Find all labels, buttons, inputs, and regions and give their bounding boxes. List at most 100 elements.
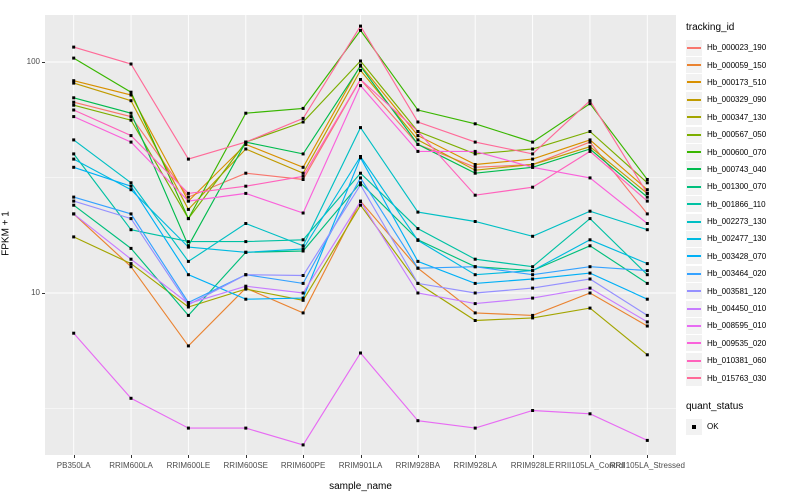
data-point-marker	[72, 56, 76, 60]
data-point-marker	[301, 116, 305, 120]
x-tick-label-RRIM600SE: RRIM600SE	[223, 461, 268, 470]
data-point-marker	[645, 199, 649, 203]
legend-key-swatch	[686, 74, 702, 91]
y-tick-mark	[42, 293, 45, 294]
data-point-marker	[186, 199, 190, 203]
x-tick-mark	[417, 455, 419, 458]
x-tick-label-RRIM600LA: RRIM600LA	[109, 461, 153, 470]
x-tick-mark	[532, 455, 534, 458]
data-point-marker	[301, 443, 305, 447]
data-point-marker	[473, 168, 477, 172]
data-point-marker	[129, 115, 133, 119]
plot-canvas	[45, 15, 676, 455]
legend-key-swatch	[686, 213, 702, 230]
y-tick-mark	[42, 62, 45, 63]
data-point-marker	[645, 181, 649, 185]
data-point-marker	[129, 62, 133, 66]
data-point-marker	[588, 412, 592, 416]
legend-label: Hb_000600_070	[707, 147, 767, 157]
legend-key-swatch	[686, 39, 702, 56]
legend-entry-Hb_000173_510: Hb_000173_510	[686, 74, 798, 91]
data-point-marker	[416, 142, 420, 146]
legend-label: Hb_003428_070	[707, 251, 767, 261]
data-point-marker	[645, 222, 649, 225]
data-point-marker	[186, 191, 190, 195]
legend-entry-Hb_001300_070: Hb_001300_070	[686, 178, 798, 195]
data-point-marker	[588, 147, 592, 151]
data-point-marker	[301, 247, 305, 251]
data-point-marker	[416, 266, 420, 270]
legend-key-line-icon	[687, 46, 701, 49]
data-point-marker	[129, 217, 133, 221]
legend-entry-Hb_002477_130: Hb_002477_130	[686, 230, 798, 247]
data-point-marker	[531, 185, 535, 189]
legend-entry-Hb_008595_010: Hb_008595_010	[686, 317, 798, 334]
legend-entry-Hb_010381_060: Hb_010381_060	[686, 352, 798, 369]
data-point-marker	[301, 152, 305, 156]
data-point-marker	[129, 228, 133, 232]
data-point-marker	[416, 108, 420, 112]
data-point-marker	[473, 265, 477, 269]
data-point-marker	[473, 165, 477, 169]
legend-label-ok: OK	[707, 422, 719, 431]
x-tick-label-RRII105LA_Stressed: RRII105LA_Stressed	[609, 461, 685, 470]
data-point-marker	[301, 211, 305, 215]
legend-label: Hb_003581_120	[707, 286, 767, 296]
legend-key-swatch	[686, 161, 702, 178]
x-tick-label-RRIM901LA: RRIM901LA	[338, 461, 383, 470]
data-point-marker	[473, 163, 477, 166]
data-point-marker	[359, 171, 362, 175]
data-point-marker	[531, 409, 535, 412]
data-point-marker	[72, 203, 76, 207]
data-point-marker	[588, 149, 592, 153]
legend-key-line-icon	[687, 377, 701, 380]
data-point-marker	[129, 265, 133, 269]
data-point-marker	[645, 212, 649, 216]
legend-entry-Hb_003464_020: Hb_003464_020	[686, 265, 798, 282]
legend-entry-Hb_003428_070: Hb_003428_070	[686, 248, 798, 265]
data-point-marker	[473, 193, 477, 197]
data-point-marker	[473, 311, 477, 315]
legend-key-swatch	[686, 109, 702, 126]
data-point-marker	[301, 120, 305, 124]
data-point-marker	[645, 195, 649, 199]
data-point-marker	[588, 209, 592, 213]
data-point-marker	[531, 163, 535, 166]
data-point-marker	[186, 195, 190, 199]
y-tick-label: 10	[31, 288, 40, 297]
legend-key-swatch	[686, 265, 702, 282]
data-point-marker	[588, 271, 592, 275]
legend-label: Hb_000743_040	[707, 164, 767, 174]
legend-label: Hb_000329_090	[707, 95, 767, 105]
x-tick-mark	[131, 455, 133, 458]
legend-label: Hb_008595_010	[707, 321, 767, 331]
legend-key-swatch	[686, 283, 702, 300]
data-point-marker	[645, 228, 649, 232]
legend-key-swatch	[686, 230, 702, 247]
legend-label: Hb_000347_130	[707, 112, 767, 122]
data-point-marker	[72, 199, 76, 203]
data-point-marker	[244, 142, 248, 146]
legend-label: Hb_000567_050	[707, 130, 767, 140]
data-point-marker	[416, 281, 420, 285]
data-point-marker	[129, 111, 133, 115]
data-point-marker	[531, 157, 535, 161]
legend-entry-Hb_009535_020: Hb_009535_020	[686, 335, 798, 352]
data-point-marker	[129, 90, 133, 94]
data-point-marker	[531, 152, 535, 156]
legend-key-line-icon	[687, 237, 701, 240]
legend-key-line-icon	[687, 116, 701, 119]
data-point-marker	[129, 118, 133, 122]
x-tick-mark	[360, 455, 362, 458]
data-point-marker	[301, 165, 305, 169]
data-point-marker	[244, 171, 248, 175]
data-point-marker	[588, 138, 592, 142]
data-point-marker	[72, 212, 76, 216]
legend-key-swatch	[686, 370, 702, 387]
data-point-marker	[588, 244, 592, 248]
data-point-marker	[72, 103, 76, 107]
legend-entry-Hb_015763_030: Hb_015763_030	[686, 369, 798, 387]
legend-key-swatch	[686, 335, 702, 352]
data-point-marker	[301, 178, 305, 181]
